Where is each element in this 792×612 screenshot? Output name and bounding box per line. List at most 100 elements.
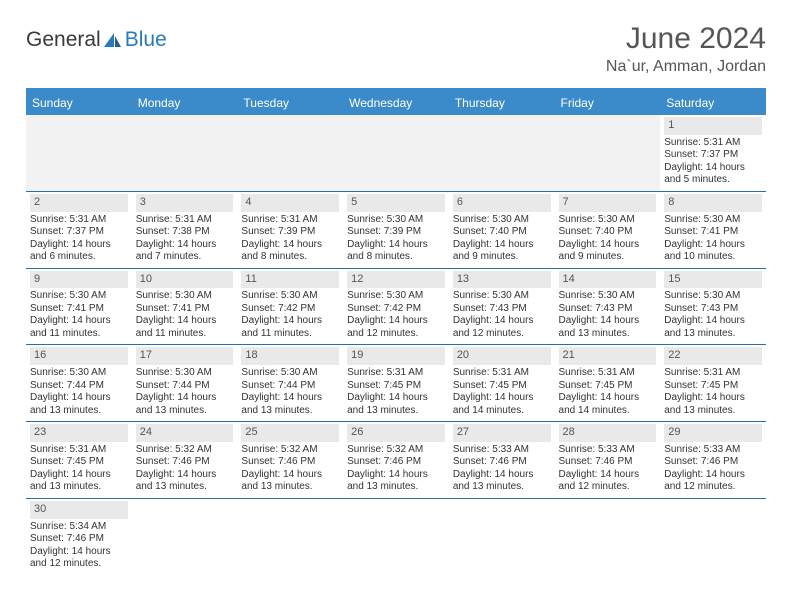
calendar-cell: 7Sunrise: 5:30 AMSunset: 7:40 PMDaylight…: [555, 191, 661, 268]
calendar-cell: 28Sunrise: 5:33 AMSunset: 7:46 PMDayligh…: [555, 422, 661, 499]
weekday-header: Wednesday: [343, 90, 449, 116]
day-info-line: Daylight: 14 hours: [453, 239, 551, 252]
day-info-line: Daylight: 14 hours: [136, 469, 234, 482]
calendar-cell: 6Sunrise: 5:30 AMSunset: 7:40 PMDaylight…: [449, 191, 555, 268]
day-number: 15: [664, 271, 762, 289]
day-cell: 28Sunrise: 5:33 AMSunset: 7:46 PMDayligh…: [555, 422, 661, 498]
logo-text-2: Blue: [125, 28, 167, 52]
day-info-line: Sunrise: 5:31 AM: [559, 367, 657, 380]
day-number: 29: [664, 424, 762, 442]
day-cell: 22Sunrise: 5:31 AMSunset: 7:45 PMDayligh…: [660, 345, 766, 421]
day-info-line: Sunset: 7:45 PM: [347, 380, 445, 393]
calendar-cell: 30Sunrise: 5:34 AMSunset: 7:46 PMDayligh…: [26, 498, 132, 574]
day-cell: [555, 115, 661, 121]
weekday-row: SundayMondayTuesdayWednesdayThursdayFrid…: [26, 90, 766, 116]
weekday-header: Saturday: [660, 90, 766, 116]
day-cell: 27Sunrise: 5:33 AMSunset: 7:46 PMDayligh…: [449, 422, 555, 498]
day-info-line: Sunrise: 5:31 AM: [241, 214, 339, 227]
day-cell: 16Sunrise: 5:30 AMSunset: 7:44 PMDayligh…: [26, 345, 132, 421]
day-number: 6: [453, 194, 551, 212]
day-number: 18: [241, 347, 339, 365]
day-info-line: Sunset: 7:43 PM: [453, 303, 551, 316]
day-info-line: Sunrise: 5:33 AM: [559, 444, 657, 457]
day-info-line: and 9 minutes.: [559, 251, 657, 264]
day-number: 8: [664, 194, 762, 212]
day-info-line: Sunrise: 5:32 AM: [241, 444, 339, 457]
day-info-line: Daylight: 14 hours: [30, 392, 128, 405]
day-info-line: Daylight: 14 hours: [347, 239, 445, 252]
day-number: 7: [559, 194, 657, 212]
day-info-line: and 13 minutes.: [241, 481, 339, 494]
day-info-line: Sunset: 7:45 PM: [664, 380, 762, 393]
day-number: 23: [30, 424, 128, 442]
day-info-line: Sunrise: 5:31 AM: [30, 444, 128, 457]
day-info-line: Daylight: 14 hours: [30, 239, 128, 252]
calendar-row: 16Sunrise: 5:30 AMSunset: 7:44 PMDayligh…: [26, 345, 766, 422]
day-cell: 19Sunrise: 5:31 AMSunset: 7:45 PMDayligh…: [343, 345, 449, 421]
day-cell: 4Sunrise: 5:31 AMSunset: 7:39 PMDaylight…: [237, 192, 343, 268]
day-info-line: Daylight: 14 hours: [136, 392, 234, 405]
calendar-cell: 27Sunrise: 5:33 AMSunset: 7:46 PMDayligh…: [449, 422, 555, 499]
calendar-cell: 20Sunrise: 5:31 AMSunset: 7:45 PMDayligh…: [449, 345, 555, 422]
day-number: 9: [30, 271, 128, 289]
day-cell: 9Sunrise: 5:30 AMSunset: 7:41 PMDaylight…: [26, 269, 132, 345]
day-cell: 13Sunrise: 5:30 AMSunset: 7:43 PMDayligh…: [449, 269, 555, 345]
day-cell: [449, 115, 555, 121]
calendar-row: 30Sunrise: 5:34 AMSunset: 7:46 PMDayligh…: [26, 498, 766, 574]
day-number: 2: [30, 194, 128, 212]
day-info-line: and 13 minutes.: [347, 405, 445, 418]
day-info-line: and 12 minutes.: [347, 328, 445, 341]
day-cell: [343, 499, 449, 518]
day-info-line: Sunset: 7:43 PM: [664, 303, 762, 316]
calendar-cell: [343, 115, 449, 191]
calendar-cell: 4Sunrise: 5:31 AMSunset: 7:39 PMDaylight…: [237, 191, 343, 268]
day-info-line: Daylight: 14 hours: [30, 315, 128, 328]
day-info-line: Sunrise: 5:31 AM: [453, 367, 551, 380]
calendar-cell: 10Sunrise: 5:30 AMSunset: 7:41 PMDayligh…: [132, 268, 238, 345]
day-cell: 11Sunrise: 5:30 AMSunset: 7:42 PMDayligh…: [237, 269, 343, 345]
day-cell: 6Sunrise: 5:30 AMSunset: 7:40 PMDaylight…: [449, 192, 555, 268]
day-info-line: and 7 minutes.: [136, 251, 234, 264]
day-info-line: Sunset: 7:46 PM: [453, 456, 551, 469]
day-info-line: Sunrise: 5:30 AM: [136, 367, 234, 380]
weekday-header: Thursday: [449, 90, 555, 116]
calendar-cell: 12Sunrise: 5:30 AMSunset: 7:42 PMDayligh…: [343, 268, 449, 345]
day-info-line: and 13 minutes.: [453, 481, 551, 494]
day-number: 3: [136, 194, 234, 212]
day-cell: [449, 499, 555, 518]
day-number: 1: [664, 117, 762, 135]
calendar-cell: 16Sunrise: 5:30 AMSunset: 7:44 PMDayligh…: [26, 345, 132, 422]
calendar-cell: 15Sunrise: 5:30 AMSunset: 7:43 PMDayligh…: [660, 268, 766, 345]
day-number: 27: [453, 424, 551, 442]
day-info-line: Sunset: 7:39 PM: [241, 226, 339, 239]
calendar-cell: 14Sunrise: 5:30 AMSunset: 7:43 PMDayligh…: [555, 268, 661, 345]
calendar-cell: 25Sunrise: 5:32 AMSunset: 7:46 PMDayligh…: [237, 422, 343, 499]
day-info-line: Sunset: 7:44 PM: [30, 380, 128, 393]
calendar-cell: 8Sunrise: 5:30 AMSunset: 7:41 PMDaylight…: [660, 191, 766, 268]
calendar-cell: [26, 115, 132, 191]
calendar-cell: 21Sunrise: 5:31 AMSunset: 7:45 PMDayligh…: [555, 345, 661, 422]
day-info-line: Sunset: 7:46 PM: [30, 533, 128, 546]
day-info-line: Sunset: 7:41 PM: [664, 226, 762, 239]
day-number: 25: [241, 424, 339, 442]
day-info-line: Sunrise: 5:33 AM: [453, 444, 551, 457]
logo-text-1: General: [26, 28, 101, 52]
day-info-line: and 8 minutes.: [241, 251, 339, 264]
day-info-line: and 13 minutes.: [241, 405, 339, 418]
day-info-line: Daylight: 14 hours: [664, 239, 762, 252]
day-info-line: and 13 minutes.: [136, 405, 234, 418]
day-info-line: Sunrise: 5:31 AM: [664, 137, 762, 150]
calendar-cell: 22Sunrise: 5:31 AMSunset: 7:45 PMDayligh…: [660, 345, 766, 422]
day-info-line: Sunset: 7:45 PM: [559, 380, 657, 393]
day-number: 10: [136, 271, 234, 289]
day-info-line: Sunset: 7:44 PM: [241, 380, 339, 393]
day-info-line: and 13 minutes.: [136, 481, 234, 494]
calendar-cell: 1Sunrise: 5:31 AMSunset: 7:37 PMDaylight…: [660, 115, 766, 191]
calendar-cell: 13Sunrise: 5:30 AMSunset: 7:43 PMDayligh…: [449, 268, 555, 345]
day-info-line: Daylight: 14 hours: [30, 546, 128, 559]
day-info-line: and 10 minutes.: [664, 251, 762, 264]
calendar-cell: 5Sunrise: 5:30 AMSunset: 7:39 PMDaylight…: [343, 191, 449, 268]
calendar-table: SundayMondayTuesdayWednesdayThursdayFrid…: [26, 88, 766, 575]
day-cell: [26, 115, 132, 121]
day-info-line: Sunset: 7:46 PM: [347, 456, 445, 469]
